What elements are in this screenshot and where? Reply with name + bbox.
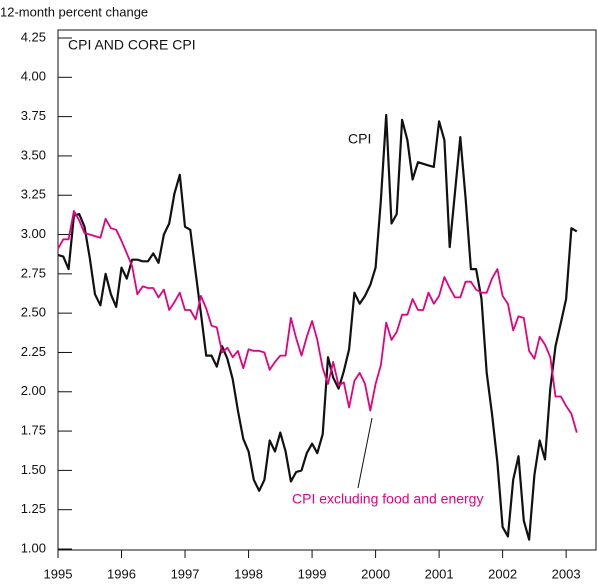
y-tick-label: 3.75 bbox=[21, 108, 46, 123]
y-tick-label: 1.25 bbox=[21, 501, 46, 516]
x-tick-label: 1995 bbox=[44, 566, 73, 581]
y-tick-label: 2.75 bbox=[21, 265, 46, 280]
series-label: CPI excluding food and energy bbox=[292, 491, 483, 507]
y-tick-label: 2.50 bbox=[21, 305, 46, 320]
series-label: CPI bbox=[348, 131, 371, 147]
x-tick-label: 1996 bbox=[107, 566, 136, 581]
x-tick-label: 2000 bbox=[361, 566, 390, 581]
chart-title: CPI AND CORE CPI bbox=[68, 37, 196, 53]
x-tick-label: 2001 bbox=[425, 566, 454, 581]
series-line bbox=[57, 113, 578, 541]
y-tick-label: 1.75 bbox=[21, 423, 46, 438]
y-tick-label: 1.00 bbox=[21, 540, 46, 555]
x-tick-label: 1997 bbox=[171, 566, 200, 581]
y-tick-label: 3.00 bbox=[21, 226, 46, 241]
y-tick-label: 3.50 bbox=[21, 147, 46, 162]
plot-frame bbox=[57, 29, 597, 551]
y-tick-label: 3.25 bbox=[21, 187, 46, 202]
y-tick-label: 1.50 bbox=[21, 462, 46, 477]
x-tick-label: 1999 bbox=[298, 566, 327, 581]
x-tick-label: 1998 bbox=[234, 566, 263, 581]
y-tick-label: 2.00 bbox=[21, 383, 46, 398]
y-tick-label: 4.25 bbox=[21, 29, 46, 44]
x-tick-label: 2002 bbox=[488, 566, 517, 581]
series-line bbox=[57, 210, 578, 433]
x-tick-label: 2003 bbox=[552, 566, 581, 581]
y-tick-label: 2.25 bbox=[21, 344, 46, 359]
leader-line bbox=[357, 417, 373, 489]
y-axis-label: 12-month percent change bbox=[0, 4, 148, 19]
y-tick-label: 4.00 bbox=[21, 69, 46, 84]
